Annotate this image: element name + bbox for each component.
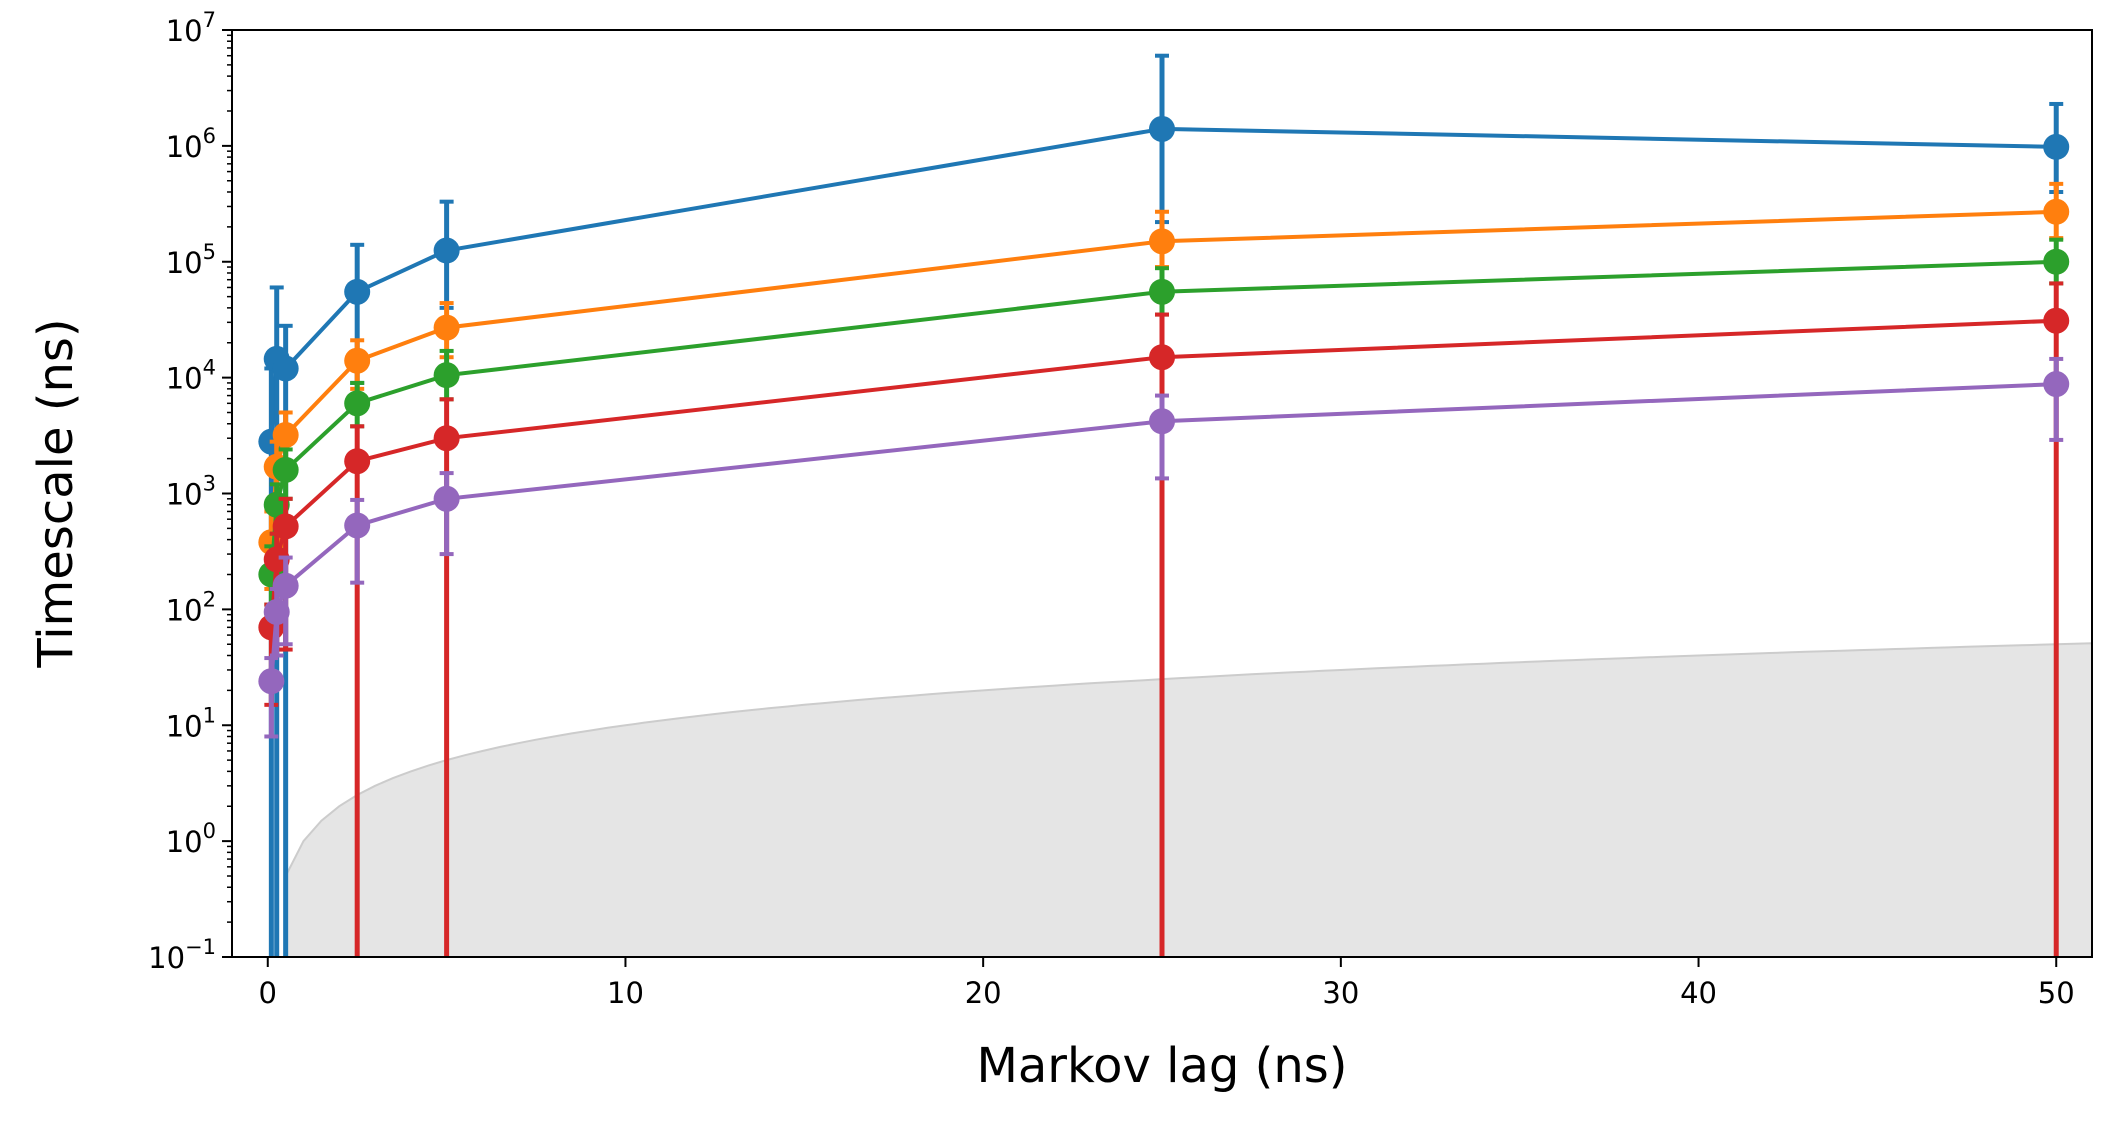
- series-2-point: [272, 421, 299, 448]
- y-tick-label: 106: [166, 124, 216, 164]
- series-3-point: [1149, 278, 1175, 305]
- series-5-point: [263, 598, 290, 625]
- series-layer: [258, 53, 2070, 957]
- series-5: [258, 356, 2070, 739]
- x-tick-label: 0: [259, 976, 277, 1010]
- series-2-point: [1149, 228, 1175, 255]
- x-axis: 0 10 20 30 40 50: [259, 957, 2075, 1010]
- series-3: [258, 237, 2070, 607]
- series-2-point: [433, 314, 460, 341]
- x-tick-label: 20: [965, 976, 1002, 1010]
- y-tick-label: 104: [166, 356, 216, 396]
- y-tick-label: 105: [166, 240, 216, 280]
- series-4-point: [433, 425, 460, 452]
- x-tick-label: 40: [1680, 976, 1717, 1010]
- series-5-point: [1149, 408, 1175, 435]
- x-tick-label: 50: [2038, 976, 2075, 1010]
- series-5-point: [433, 485, 460, 512]
- x-tick-label: 10: [607, 976, 644, 1010]
- series-4-point: [1149, 344, 1175, 371]
- series-5-point: [272, 572, 299, 599]
- series-1-point: [433, 237, 460, 264]
- series-5-point: [2043, 371, 2070, 398]
- y-axis: 10−1 100 101 102 103 104 105 106 107: [148, 8, 232, 975]
- series-3-point: [433, 362, 460, 389]
- y-axis-title: Timescale (ns): [28, 318, 84, 668]
- y-tick-label: 107: [166, 8, 216, 48]
- series-1-point: [272, 355, 299, 382]
- y-tick-label: 102: [166, 587, 216, 627]
- series-4-point: [272, 513, 299, 540]
- shaded-region: [284, 642, 2092, 957]
- x-axis-title: Markov lag (ns): [976, 1038, 1347, 1094]
- y-tick-label: 100: [166, 819, 216, 859]
- series-3-point: [2043, 248, 2070, 275]
- y-tick-label: 10−1: [148, 935, 216, 975]
- series-5-point: [258, 668, 285, 695]
- x-tick-label: 30: [1322, 976, 1359, 1010]
- series-4-point: [344, 448, 371, 475]
- plot-area: [258, 53, 2092, 957]
- series-1-point: [2043, 133, 2070, 160]
- series-2-point: [2043, 198, 2070, 225]
- series-3-point: [272, 456, 299, 483]
- y-tick-label: 103: [166, 472, 216, 512]
- series-1-point: [344, 278, 371, 305]
- series-5-point: [344, 512, 371, 539]
- y-tick-label: 101: [166, 703, 216, 743]
- series-4-point: [2043, 307, 2070, 334]
- series-3-point: [344, 390, 371, 417]
- series-2-point: [344, 347, 371, 374]
- series-1-point: [1149, 115, 1175, 142]
